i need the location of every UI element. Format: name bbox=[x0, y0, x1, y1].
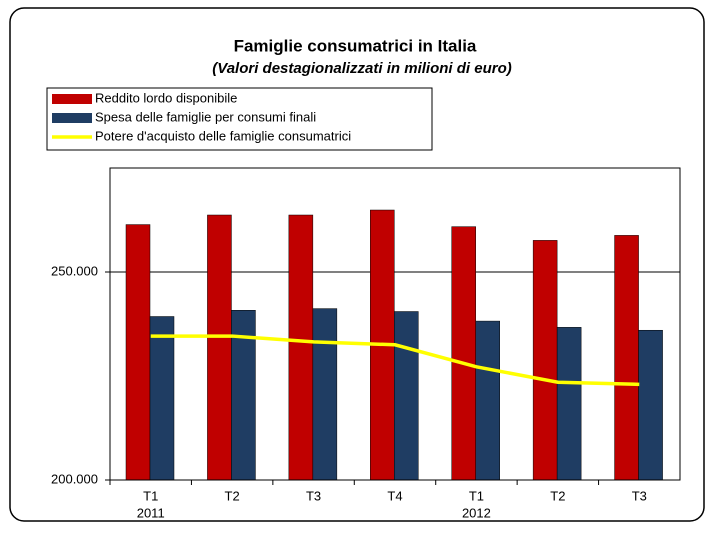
line-series bbox=[150, 334, 640, 387]
x-tick-label: T4 bbox=[387, 488, 402, 503]
legend-label: Potere d'acquisto delle famiglie consuma… bbox=[95, 128, 351, 143]
legend-label: Spesa delle famiglie per consumi finali bbox=[95, 109, 316, 124]
bar bbox=[614, 235, 639, 481]
x-year-label: 2012 bbox=[462, 505, 491, 520]
bar bbox=[207, 214, 232, 481]
x-year-label: 2011 bbox=[137, 505, 165, 520]
bar bbox=[312, 308, 338, 481]
y-tick-label: 250.000 bbox=[51, 263, 98, 278]
bar bbox=[451, 226, 476, 481]
plot-border bbox=[109, 167, 681, 481]
legend-label: Reddito lordo disponibile bbox=[95, 90, 237, 105]
chart-subtitle: (Valori destagionalizzati in milioni di … bbox=[212, 60, 511, 77]
chart-title: Famiglie consumatrici in Italia bbox=[234, 36, 477, 55]
bar bbox=[149, 316, 175, 481]
bar bbox=[125, 224, 151, 481]
x-tick-label: T3 bbox=[306, 488, 321, 503]
bar bbox=[394, 311, 419, 481]
legend-swatch bbox=[52, 94, 92, 104]
bar bbox=[475, 320, 500, 481]
legend-swatch bbox=[52, 113, 92, 123]
x-tick-label: T3 bbox=[632, 488, 647, 503]
bar bbox=[532, 240, 558, 481]
bar bbox=[556, 327, 582, 481]
x-tick-label: T2 bbox=[550, 488, 565, 503]
x-tick-label: T1 bbox=[469, 488, 484, 503]
x-tick-label: T2 bbox=[225, 488, 240, 503]
y-tick-label: 200.000 bbox=[51, 471, 98, 486]
x-tick-label: T1 bbox=[143, 488, 158, 503]
legend bbox=[46, 87, 433, 151]
bar bbox=[288, 214, 314, 481]
bar bbox=[638, 329, 663, 481]
